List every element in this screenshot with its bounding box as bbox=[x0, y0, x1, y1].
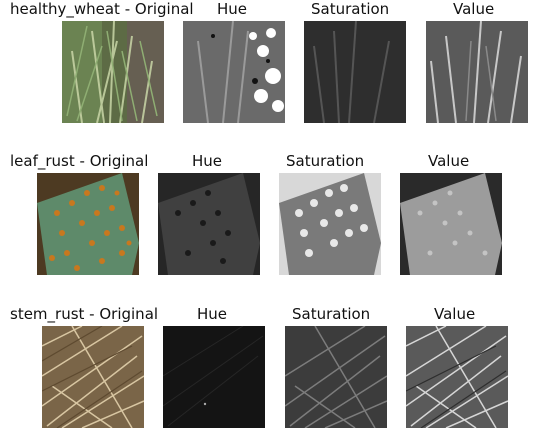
leaf-value-image bbox=[400, 173, 502, 275]
panel-title-healthy-value: Value bbox=[453, 0, 495, 18]
stem-hue-image bbox=[163, 326, 265, 428]
healthy-saturation-image bbox=[304, 21, 406, 123]
healthy-value-image bbox=[426, 21, 528, 123]
leaf-saturation-image bbox=[279, 173, 381, 275]
panel-title-leaf-hue: Hue bbox=[192, 152, 223, 170]
panel-title-leaf-original: leaf_rust - Original bbox=[10, 152, 149, 170]
panel-title-healthy-saturation: Saturation bbox=[311, 0, 390, 18]
leaf-hue-image bbox=[158, 173, 260, 275]
panel-title-stem-value: Value bbox=[434, 305, 476, 323]
panel-title-leaf-value: Value bbox=[428, 152, 470, 170]
panel-title-stem-original: stem_rust - Original bbox=[10, 305, 159, 323]
panel-title-stem-hue: Hue bbox=[197, 305, 228, 323]
panel-title-healthy-hue: Hue bbox=[217, 0, 248, 18]
panel-title-leaf-saturation: Saturation bbox=[286, 152, 365, 170]
panel-title-healthy-original: healthy_wheat - Original bbox=[10, 0, 194, 18]
leaf-original-image bbox=[37, 173, 139, 275]
healthy-original-image bbox=[62, 21, 164, 123]
stem-original-image bbox=[42, 326, 144, 428]
stem-saturation-image bbox=[285, 326, 387, 428]
healthy-hue-image bbox=[183, 21, 285, 123]
panel-title-stem-saturation: Saturation bbox=[292, 305, 371, 323]
stem-value-image bbox=[406, 326, 508, 428]
